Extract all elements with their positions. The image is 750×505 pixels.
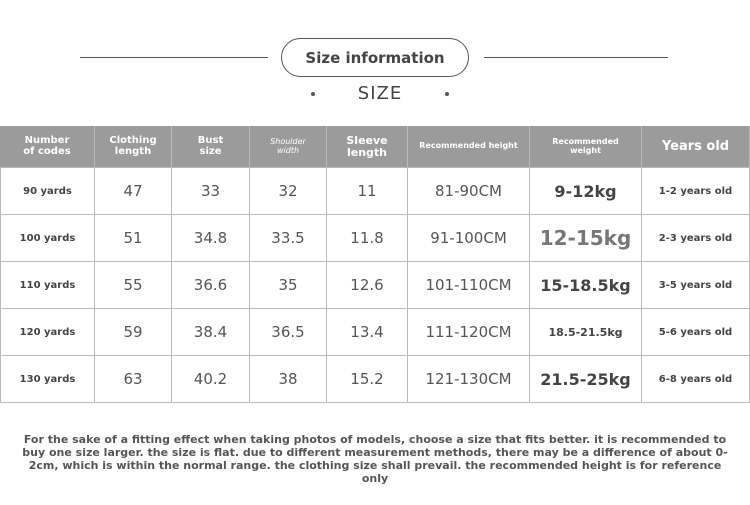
table-cell: 11 bbox=[327, 168, 408, 215]
table-cell: 130 yards bbox=[0, 356, 95, 403]
header-cell: Years old bbox=[642, 126, 750, 168]
table-cell: 34.8 bbox=[172, 215, 250, 262]
table-cell: 101-110CM bbox=[408, 262, 530, 309]
table-cell: 100 yards bbox=[0, 215, 95, 262]
table-cell: 91-100CM bbox=[408, 215, 530, 262]
table-cell: 38.4 bbox=[172, 309, 250, 356]
header-cell: Number of codes bbox=[0, 126, 95, 168]
subtitle: SIZE bbox=[357, 83, 403, 104]
table-cell: 12-15kg bbox=[530, 215, 642, 262]
rule-left bbox=[80, 57, 268, 58]
table-cell: 55 bbox=[95, 262, 172, 309]
table-cell: 38 bbox=[250, 356, 327, 403]
header-cell: Bust size bbox=[172, 126, 250, 168]
table-cell: 6-8 years old bbox=[642, 356, 750, 403]
table-cell: 36.6 bbox=[172, 262, 250, 309]
table-cell: 40.2 bbox=[172, 356, 250, 403]
header-cell: Sleeve length bbox=[327, 126, 408, 168]
table-cell: 3-5 years old bbox=[642, 262, 750, 309]
table-cell: 9-12kg bbox=[530, 168, 642, 215]
title-pill: Size information bbox=[281, 38, 469, 77]
table-cell: 36.5 bbox=[250, 309, 327, 356]
table-cell: 120 yards bbox=[0, 309, 95, 356]
table-cell: 13.4 bbox=[327, 309, 408, 356]
table-cell: 12.6 bbox=[327, 262, 408, 309]
table-cell: 81-90CM bbox=[408, 168, 530, 215]
table-cell: 111-120CM bbox=[408, 309, 530, 356]
note: For the sake of a fitting effect when ta… bbox=[22, 433, 728, 485]
table-cell: 110 yards bbox=[0, 262, 95, 309]
table-cell: 1-2 years old bbox=[642, 168, 750, 215]
table-cell: 18.5-21.5kg bbox=[530, 309, 642, 356]
table-cell: 15-18.5kg bbox=[530, 262, 642, 309]
dot bbox=[445, 92, 449, 96]
dot bbox=[311, 92, 315, 96]
table-cell: 32 bbox=[250, 168, 327, 215]
rule-right bbox=[484, 57, 668, 58]
header-cell: Clothing length bbox=[95, 126, 172, 168]
table-cell: 35 bbox=[250, 262, 327, 309]
header-cell: Recommended height bbox=[408, 126, 530, 168]
table-cell: 2-3 years old bbox=[642, 215, 750, 262]
table-cell: 5-6 years old bbox=[642, 309, 750, 356]
table-cell: 33.5 bbox=[250, 215, 327, 262]
table-cell: 51 bbox=[95, 215, 172, 262]
table-cell: 11.8 bbox=[327, 215, 408, 262]
table-cell: 63 bbox=[95, 356, 172, 403]
header-cell: Shoulder width bbox=[250, 126, 327, 168]
table-cell: 90 yards bbox=[0, 168, 95, 215]
table-cell: 33 bbox=[172, 168, 250, 215]
table-cell: 47 bbox=[95, 168, 172, 215]
table-cell: 59 bbox=[95, 309, 172, 356]
table-cell: 121-130CM bbox=[408, 356, 530, 403]
table-cell: 15.2 bbox=[327, 356, 408, 403]
header-cell: Recommended weight bbox=[530, 126, 642, 168]
table-cell: 21.5-25kg bbox=[530, 356, 642, 403]
